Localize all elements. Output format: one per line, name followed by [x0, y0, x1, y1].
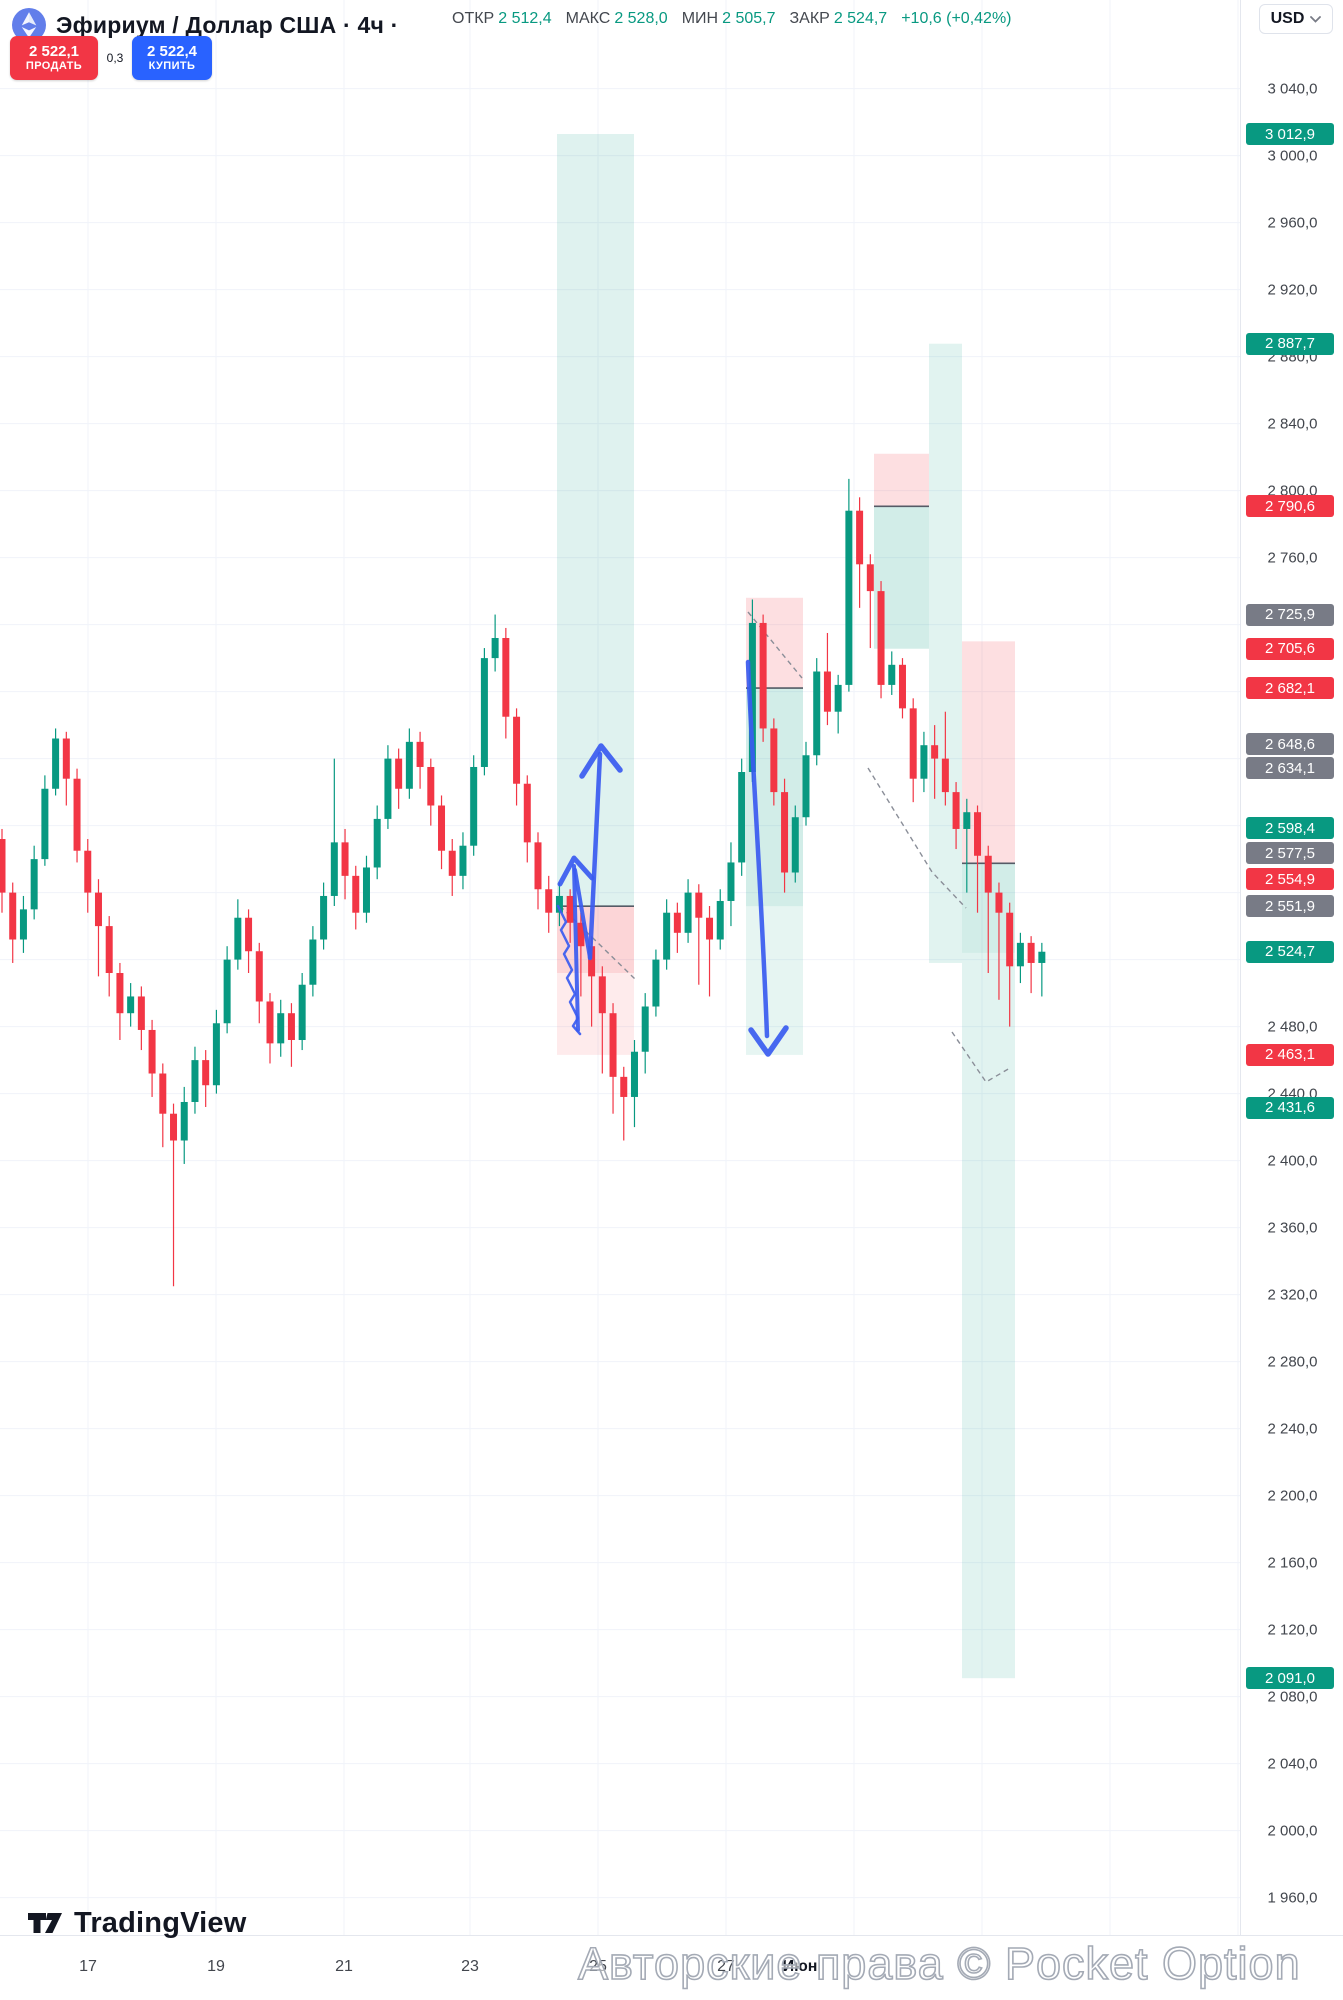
high-value: 2 528,0	[614, 10, 668, 27]
time-tick-label: 21	[335, 1958, 353, 1975]
time-axis[interactable]: 17 19 21 23 25 27 Июн	[0, 1935, 1343, 2000]
price-tick-label: 2 000,0	[1267, 1822, 1318, 1840]
price-badge: 2 598,4	[1246, 817, 1334, 840]
ethereum-icon	[12, 8, 46, 42]
price-tick-label: 2 080,0	[1267, 1688, 1318, 1706]
tradingview-wordmark: TradingView	[74, 1906, 247, 1939]
currency-value: USD	[1270, 10, 1305, 27]
time-tick-label: 17	[79, 1958, 97, 1975]
price-badge: 2 551,9	[1246, 895, 1334, 918]
tradingview-logo[interactable]: TradingView	[26, 1906, 247, 1940]
open-label: ОТКР	[452, 10, 495, 27]
price-badge: 2 682,1	[1246, 677, 1334, 700]
symbol-title[interactable]: Эфириум / Доллар США · 4ч ·	[56, 11, 399, 38]
price-tick-label: 2 320,0	[1267, 1286, 1318, 1304]
time-tick-label: 23	[461, 1958, 479, 1975]
chevron-down-icon	[1310, 15, 1322, 23]
price-badge: 2 790,6	[1246, 495, 1334, 518]
price-tick-label: 2 240,0	[1267, 1420, 1318, 1438]
price-badge: 2 725,9	[1246, 603, 1334, 626]
price-tick-label: 3 000,0	[1267, 147, 1318, 165]
low-label: МИН	[681, 10, 719, 27]
price-badge: 2 577,5	[1246, 842, 1334, 865]
price-badge: 2 091,0	[1246, 1667, 1334, 1690]
currency-select[interactable]: USD	[1259, 4, 1333, 34]
trade-buttons: 2 522,1 ПРОДАТЬ 0,3 2 522,4 КУПИТЬ	[10, 36, 212, 80]
price-tick-label: 2 760,0	[1267, 549, 1318, 567]
close-value: 2 524,7	[833, 10, 888, 27]
price-tick-label: 2 920,0	[1267, 281, 1318, 299]
low-value: 2 505,7	[722, 10, 776, 27]
time-tick-label: 25	[589, 1958, 607, 1975]
price-badge: 2 463,1	[1246, 1043, 1334, 1066]
buy-price: 2 522,4	[146, 43, 198, 61]
price-tick-label: 3 040,0	[1267, 80, 1318, 98]
tradingview-glyph-icon	[28, 1913, 62, 1933]
price-tick-label: 2 400,0	[1267, 1152, 1318, 1170]
price-badge: 2 648,6	[1246, 733, 1334, 756]
price-badge: 3 012,9	[1246, 123, 1334, 145]
price-badge: 2 705,6	[1246, 637, 1334, 660]
price-tick-label: 2 160,0	[1267, 1554, 1318, 1572]
price-tick-label: 2 120,0	[1267, 1621, 1318, 1639]
spread-value: 0,3	[106, 51, 124, 65]
close-label: ЗАКР	[789, 10, 830, 27]
price-axis[interactable]: 3 040,0 3 000,0 2 960,0 2 920,0 2 880,0 2 840…	[1240, 0, 1343, 1935]
price-tick-label: 2 800,0	[1267, 482, 1318, 500]
ohlc-row: ОТКР 2 512,4 МАКС 2 528,0 МИН 2 505,7 ЗАКР 2…	[452, 10, 1012, 28]
price-tick-label: 2 200,0	[1267, 1487, 1318, 1505]
symbol-header: Эфириум / Доллар США · 4ч ·	[12, 8, 398, 42]
price-tick-label: 2 040,0	[1267, 1755, 1318, 1773]
price-badge: 2 554,9	[1246, 868, 1334, 891]
candlestick-chart[interactable]	[0, 0, 1240, 1940]
price-tick-label: 2 480,0	[1267, 1018, 1318, 1036]
buy-button[interactable]: 2 522,4 КУПИТЬ	[132, 36, 212, 80]
price-tick-label: 2 280,0	[1267, 1353, 1318, 1371]
price-badge: 2 431,6	[1246, 1096, 1334, 1119]
open-value: 2 512,4	[498, 10, 552, 27]
change-value: +10,6 (+0,42%)	[901, 10, 1012, 27]
sell-price: 2 522,1	[28, 43, 80, 61]
price-tick-label: 2 840,0	[1267, 415, 1318, 433]
buy-label: КУПИТЬ	[148, 60, 196, 73]
price-tick-label: 1 960,0	[1267, 1889, 1318, 1907]
price-badge: 2 634,1	[1246, 757, 1334, 780]
time-tick-label: 19	[207, 1958, 225, 1975]
time-tick-label: 27	[717, 1958, 735, 1975]
sell-label: ПРОДАТЬ	[25, 60, 83, 73]
time-tick-label: Июн	[782, 1958, 818, 1975]
price-tick-label: 2 960,0	[1267, 214, 1318, 232]
high-label: МАКС	[565, 10, 611, 27]
price-badge: 2 887,7	[1246, 332, 1334, 355]
sell-button[interactable]: 2 522,1 ПРОДАТЬ	[10, 36, 98, 80]
price-tick-label: 2 360,0	[1267, 1219, 1318, 1237]
price-badge: 2 524,7	[1246, 940, 1334, 963]
